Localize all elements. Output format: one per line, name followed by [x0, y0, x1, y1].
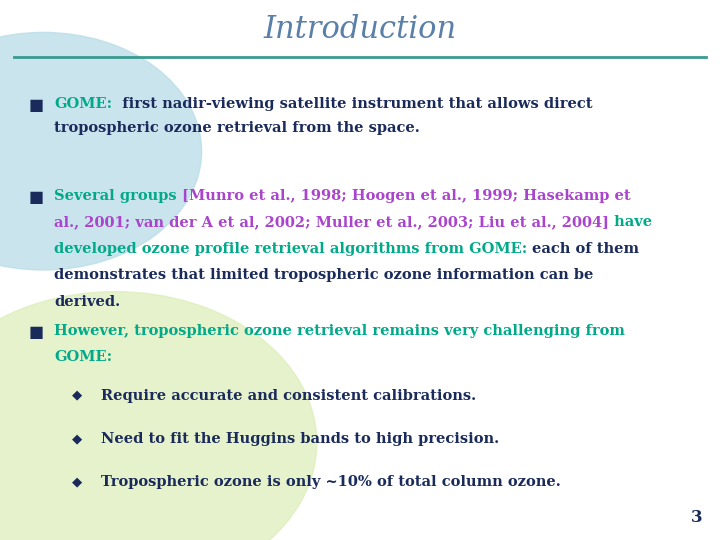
Text: ■: ■: [29, 97, 44, 114]
Text: developed ozone profile retrieval algorithms from GOME:: developed ozone profile retrieval algori…: [54, 242, 532, 256]
Text: Need to fit the Huggins bands to high precision.: Need to fit the Huggins bands to high pr…: [101, 432, 499, 446]
Text: ◆: ◆: [72, 432, 82, 445]
Circle shape: [0, 32, 202, 270]
Text: GOME:: GOME:: [54, 350, 112, 365]
Text: [Munro et al., 1998; Hoogen et al., 1999; Hasekamp et: [Munro et al., 1998; Hoogen et al., 1999…: [181, 189, 631, 203]
Text: ■: ■: [29, 189, 44, 206]
Text: ■: ■: [29, 324, 44, 341]
Circle shape: [0, 292, 317, 540]
Text: Require accurate and consistent calibrations.: Require accurate and consistent calibrat…: [101, 389, 476, 403]
Text: Tropospheric ozone is only ~10% of total column ozone.: Tropospheric ozone is only ~10% of total…: [101, 475, 561, 489]
Text: al., 2001; van der A et al, 2002; Muller et al., 2003; Liu et al., 2004]: al., 2001; van der A et al, 2002; Muller…: [54, 215, 609, 230]
Text: each of them: each of them: [532, 242, 639, 256]
Text: However, tropospheric ozone retrieval remains very challenging from: However, tropospheric ozone retrieval re…: [54, 324, 625, 338]
Text: GOME:: GOME:: [54, 97, 112, 111]
Text: 3: 3: [690, 510, 702, 526]
Text: demonstrates that limited tropospheric ozone information can be: demonstrates that limited tropospheric o…: [54, 268, 593, 282]
Text: ◆: ◆: [72, 475, 82, 488]
Text: ◆: ◆: [72, 389, 82, 402]
Text: Introduction: Introduction: [264, 14, 456, 45]
Text: tropospheric ozone retrieval from the space.: tropospheric ozone retrieval from the sp…: [54, 121, 420, 135]
Text: first nadir-viewing satellite instrument that allows direct: first nadir-viewing satellite instrument…: [112, 97, 593, 111]
Text: derived.: derived.: [54, 295, 120, 309]
Text: Several groups: Several groups: [54, 189, 181, 203]
Text: have: have: [609, 215, 652, 230]
